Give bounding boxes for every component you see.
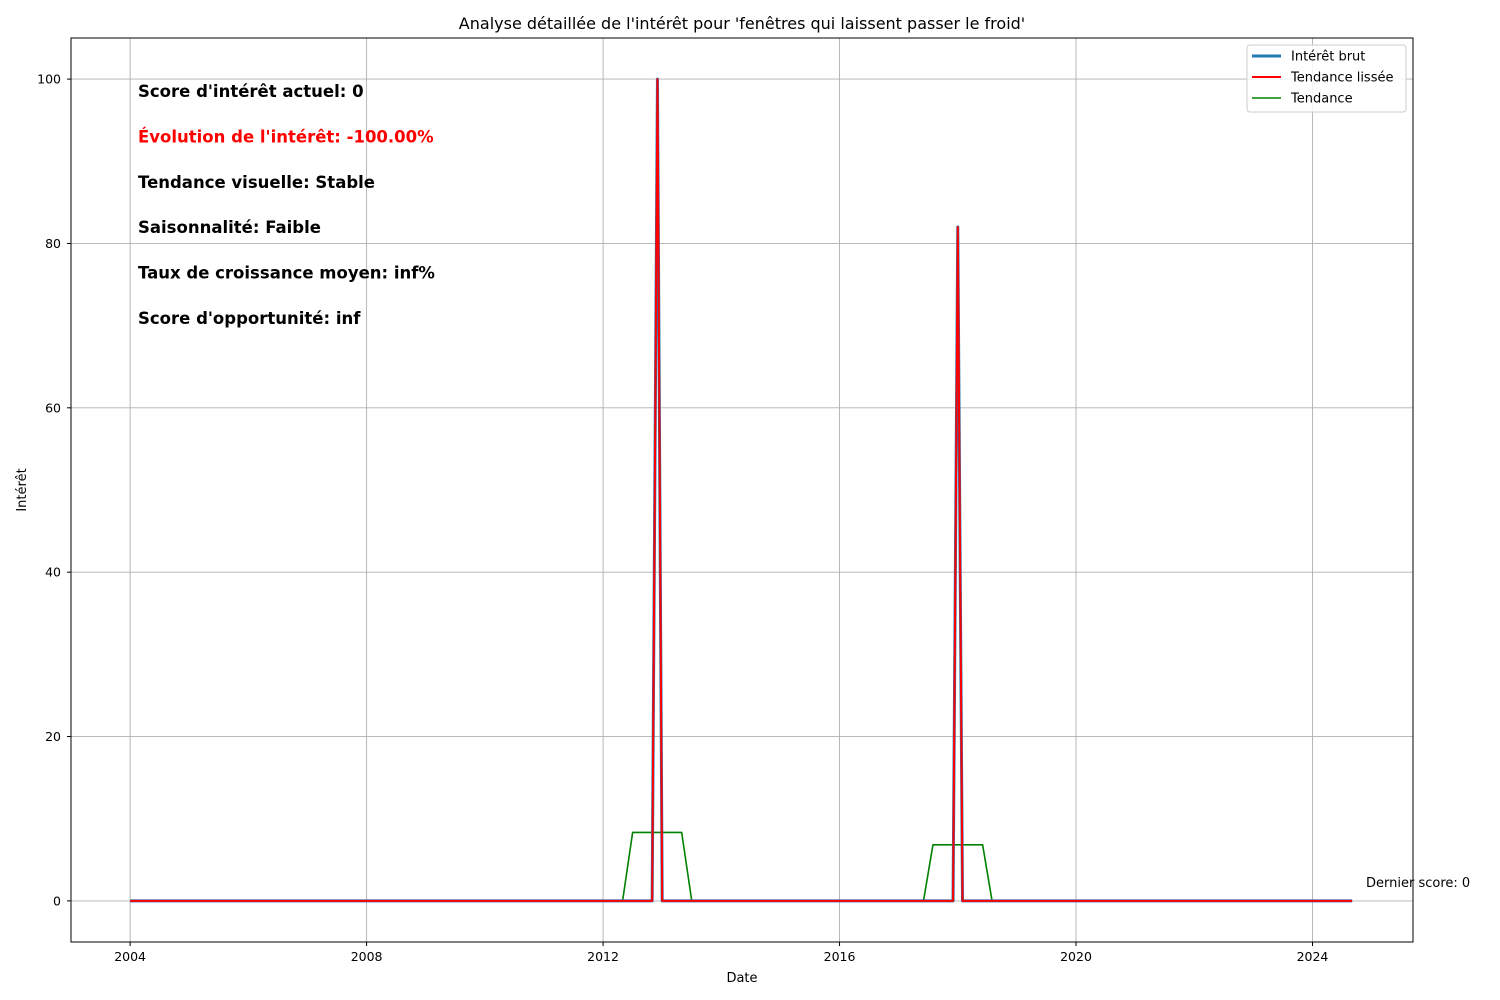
x-tick-label: 2008 xyxy=(351,949,383,964)
y-tick-label: 40 xyxy=(45,565,61,580)
x-axis-label: Date xyxy=(726,971,757,986)
chart-title: Analyse détaillée de l'intérêt pour 'fen… xyxy=(459,14,1025,33)
y-tick-label: 100 xyxy=(37,72,61,87)
y-tick-label: 60 xyxy=(45,400,61,415)
legend-box xyxy=(1246,44,1407,113)
x-tick-label: 2020 xyxy=(1060,949,1092,964)
series-line-tendance xyxy=(159,831,1323,902)
series-line-tendance-lissee xyxy=(130,78,1353,902)
series-layer xyxy=(130,77,1353,903)
x-tick-label: 2016 xyxy=(824,949,856,964)
stat-line: Taux de croissance moyen: inf% xyxy=(138,264,435,283)
stat-line: Évolution de l'intérêt: -100.00% xyxy=(138,127,434,146)
y-tick-label: 0 xyxy=(53,893,61,908)
y-tick-label: 20 xyxy=(45,729,61,744)
stat-line: Saisonnalité: Faible xyxy=(138,218,321,237)
x-tick-label: 2012 xyxy=(587,949,619,964)
legend: Intérêt brut Tendance lissée Tendance xyxy=(1246,44,1407,113)
x-tick-label: 2024 xyxy=(1297,949,1329,964)
stat-line: Tendance visuelle: Stable xyxy=(138,173,375,192)
stat-line: Score d'opportunité: inf xyxy=(138,309,361,328)
plot-frame xyxy=(70,37,1414,943)
y-tick-label: 80 xyxy=(45,236,61,251)
legend-label: Tendance xyxy=(1290,92,1353,107)
legend-label: Tendance lissée xyxy=(1290,71,1393,86)
legend-label: Intérêt brut xyxy=(1291,50,1365,65)
series-line-interet-brut xyxy=(130,77,1353,903)
y-axis-label: Intérêt xyxy=(15,468,30,511)
ticks: 2004 2008 2012 2016 2020 2024 0 20 40 60 80 100 xyxy=(37,72,1328,964)
stats-panel: Score d'intérêt actuel: 0 Évolution de l'… xyxy=(138,82,435,328)
last-score-label: Dernier score: 0 xyxy=(1366,876,1470,891)
stat-line: Score d'intérêt actuel: 0 xyxy=(138,82,364,101)
x-tick-label: 2004 xyxy=(114,949,146,964)
